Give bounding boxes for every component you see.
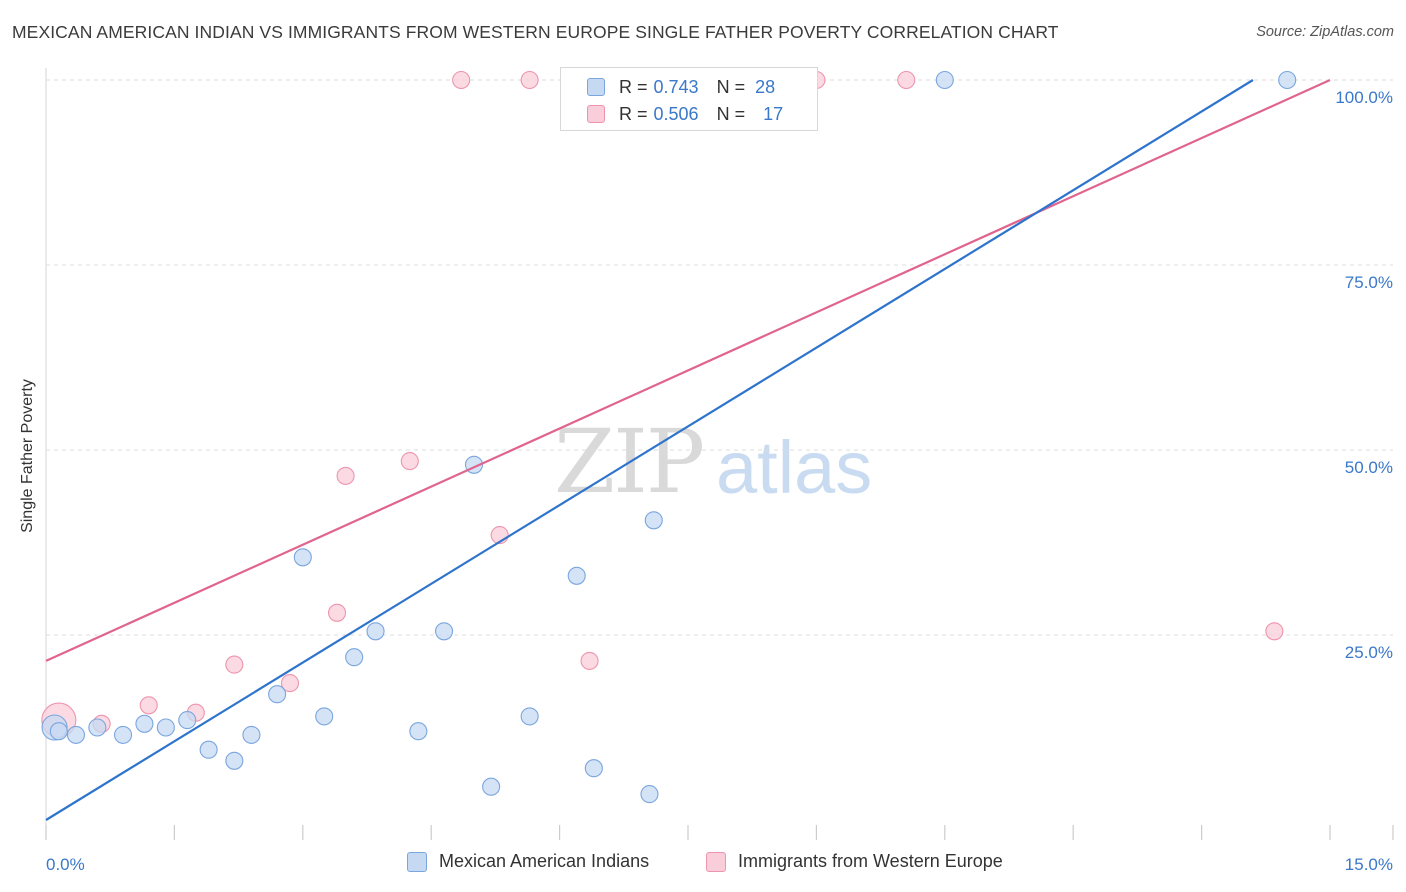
blue-point	[156, 718, 175, 737]
pink-point	[327, 603, 347, 622]
legend-r-value: 0.743	[653, 76, 699, 97]
legend-n-label: N =	[716, 103, 746, 124]
series-legend-pink: Immigrants from Western Europe	[706, 851, 1003, 872]
blue-point	[366, 622, 385, 641]
blue-point	[293, 548, 312, 567]
pink-point	[280, 674, 300, 693]
pink-point	[520, 70, 539, 90]
pink-point	[139, 696, 158, 715]
legend-swatch-blue	[587, 78, 605, 96]
blue-point	[225, 751, 244, 770]
series-name-pink: Immigrants from Western Europe	[738, 851, 1003, 871]
blue-point	[242, 725, 261, 744]
series-legend-blue: Mexican American Indians	[407, 851, 649, 872]
pink-point	[336, 466, 355, 485]
blue-point	[66, 725, 86, 744]
blue-point	[199, 740, 218, 759]
legend-n-value: 17	[763, 103, 784, 124]
series-swatch-pink	[706, 851, 726, 872]
pink-point	[1265, 622, 1284, 641]
blue-point	[567, 566, 586, 585]
blue-point	[345, 648, 364, 667]
blue-point	[268, 685, 287, 704]
source-credit: Source: ZipAtlas.com	[1256, 24, 1394, 40]
pink-point	[225, 655, 244, 674]
series-swatch-blue	[407, 851, 427, 872]
watermark-atlas: atlas	[716, 426, 873, 509]
legend-r-label: R =	[619, 103, 648, 124]
blue-point	[640, 785, 659, 804]
series-name-blue: Mexican American Indians	[439, 851, 650, 871]
blue-point	[178, 711, 197, 730]
chart-title: MEXICAN AMERICAN INDIAN VS IMMIGRANTS FR…	[12, 22, 1059, 42]
blue-point	[135, 714, 154, 733]
legend-r-value: 0.506	[653, 103, 699, 124]
pink-point	[452, 70, 471, 90]
blue-point	[315, 707, 334, 726]
x-tick-label: 15.0%	[1345, 855, 1393, 874]
pink-point	[897, 70, 916, 90]
blue-point	[409, 722, 428, 741]
legend-n-value: 28	[755, 76, 776, 97]
blue-point	[584, 759, 603, 778]
blue-trend-line	[45, 79, 1254, 821]
blue-point	[1278, 70, 1297, 90]
legend-n-label: N =	[716, 76, 746, 97]
y-tick-label: 50.0%	[1345, 458, 1393, 477]
legend-swatch-pink	[587, 105, 605, 123]
x-tick-label: 0.0%	[46, 855, 85, 874]
y-tick-label: 25.0%	[1345, 643, 1393, 662]
legend-row-blue: R = 0.743 N = 28	[587, 74, 775, 100]
blue-point	[49, 722, 68, 741]
y-tick-label: 75.0%	[1345, 273, 1393, 292]
pink-point	[400, 452, 419, 471]
pink-trend-line	[45, 78, 1331, 662]
blue-point	[520, 707, 539, 726]
blue-point	[113, 725, 133, 744]
y-tick-label: 100.0%	[1335, 88, 1393, 107]
pink-point	[580, 651, 599, 670]
blue-point	[482, 777, 501, 796]
legend-r-label: R =	[619, 76, 648, 97]
blue-point	[935, 70, 954, 90]
blue-point	[434, 622, 454, 641]
blue-point	[644, 511, 663, 530]
legend-row-pink: R = 0.506 N = 17	[587, 101, 783, 127]
blue-point	[88, 718, 107, 737]
stats-legend: R = 0.743 N = 28 R = 0.506 N = 17	[560, 67, 818, 131]
